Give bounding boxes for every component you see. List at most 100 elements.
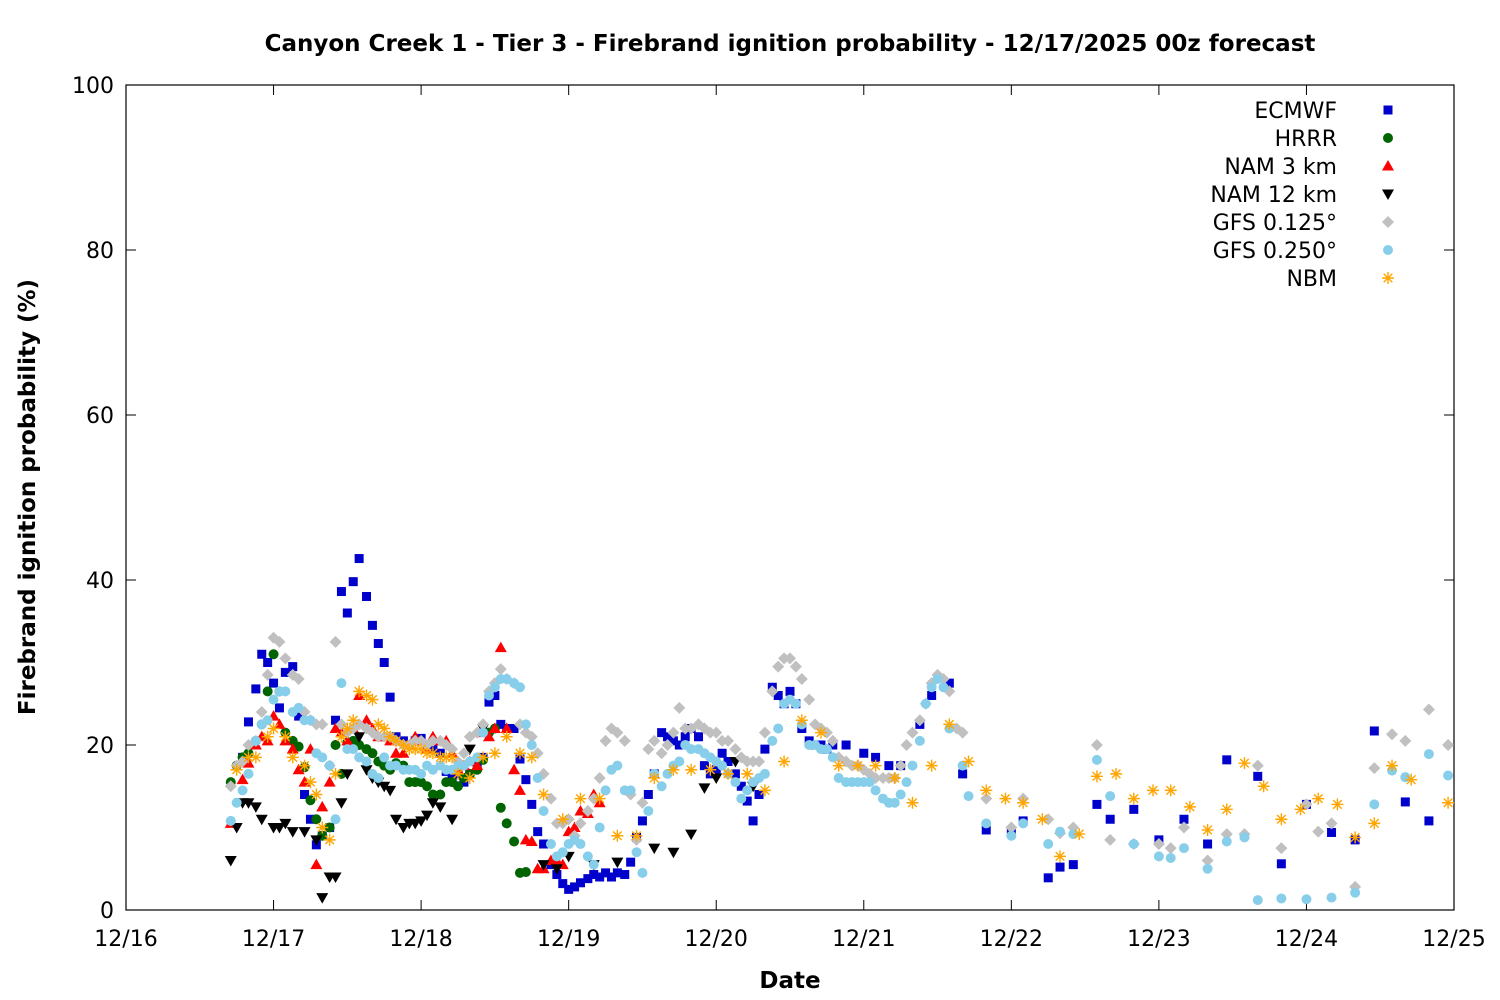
data-point [772,660,785,673]
data-point [1203,839,1213,849]
data-point [1164,842,1177,855]
data-point [279,652,292,665]
data-point [520,719,531,730]
data-point [300,790,310,799]
x-axis: 12/16 12/17 12/18 12/19 12/20 12/21 12/22 12/23… [94,85,1486,952]
data-point [435,789,446,800]
data-point [1275,842,1288,855]
data-point [841,740,851,750]
data-point [457,747,470,760]
data-point [957,760,968,771]
y-tick-label: 100 [72,74,114,99]
data-point [545,839,556,849]
data-point [699,761,709,771]
x-tick-label: 12/22 [980,927,1043,952]
data-point [373,773,384,783]
data-point [288,662,298,672]
series-5 [225,674,1454,906]
data-point [906,726,919,739]
data-point [421,810,434,822]
data-point [594,822,605,833]
data-point [1301,894,1312,905]
data-point [637,816,647,826]
data-point [962,755,975,768]
data-point [310,858,323,870]
data-point [298,827,311,838]
data-point [236,755,249,768]
data-point [464,756,475,767]
data-point [674,756,685,767]
legend-marker [1382,189,1394,200]
data-point [754,790,764,799]
data-point [981,818,992,829]
data-point [1092,799,1102,809]
data-point [242,751,255,764]
data-point [509,836,520,847]
y-tick-label: 60 [86,404,114,429]
data-point [1253,771,1263,781]
data-point [611,829,624,842]
data-point [558,879,568,889]
data-point [508,763,521,775]
data-point [527,799,537,809]
data-point [293,702,304,713]
data-point [913,714,926,727]
data-point [236,773,249,785]
data-point [1405,773,1418,786]
data-point [397,823,410,834]
data-point [243,717,253,727]
x-tick-label: 12/17 [242,927,305,952]
data-point [1110,767,1123,780]
data-point [268,649,279,660]
data-point [795,714,808,727]
data-point [795,673,808,685]
data-point [484,697,494,707]
data-point [1179,814,1189,824]
legend: ECMWF HRRR NAM 3 km NAM 12 km GFS 0.125° GFS … [1210,99,1394,292]
legend-marker [1382,272,1394,284]
data-point [1036,813,1049,826]
data-point [335,718,348,731]
data-point [741,767,754,780]
data-point [773,723,784,734]
data-point [1128,839,1139,849]
data-point [294,711,304,721]
data-point [894,759,907,772]
data-point [1238,757,1251,770]
data-point [927,691,937,700]
data-point [1368,817,1381,830]
data-point [827,752,838,763]
y-tick-label: 40 [86,569,114,594]
data-point [1312,792,1325,805]
data-point [620,870,630,880]
legend-label: GFS 0.125° [1213,211,1337,236]
data-point [317,752,328,763]
data-point [999,792,1012,805]
data-point [1276,893,1287,904]
data-point [944,678,954,688]
data-point [821,744,832,755]
data-point [360,689,373,702]
data-point [500,722,513,733]
data-point [316,821,329,834]
data-point [661,739,674,751]
data-point [501,818,512,829]
data-point [329,722,342,733]
data-point [864,777,875,788]
data-point [1005,821,1018,834]
data-point [224,780,237,793]
series-0 [238,554,1434,894]
data-point [1276,859,1286,869]
data-point [1423,749,1434,760]
data-point [538,806,549,816]
data-point [637,867,648,878]
data-point [361,756,372,767]
data-point [694,732,704,742]
data-point [662,768,673,779]
data-point [1073,828,1086,841]
data-point [477,751,490,764]
data-point [311,814,322,825]
data-point [1201,823,1214,836]
data-point [1068,860,1078,870]
data-point [384,785,397,797]
